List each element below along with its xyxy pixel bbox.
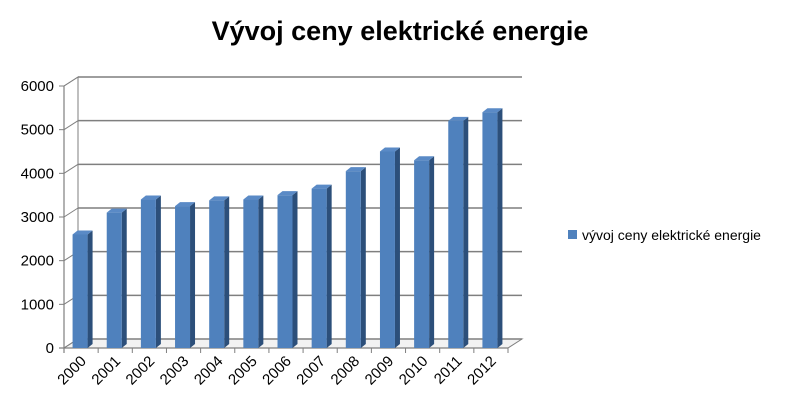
bar-front (345, 171, 361, 348)
legend: vývoj ceny elektrické energie (568, 227, 761, 243)
bar-2001 (106, 208, 127, 348)
bar-top (175, 202, 196, 207)
bar-side (394, 147, 400, 348)
bar-front (72, 234, 88, 348)
bar-side (224, 196, 230, 348)
x-tick-label: 2005 (225, 353, 261, 389)
bar-2010 (414, 156, 435, 348)
bar-side (463, 116, 469, 348)
bar-2005 (243, 195, 264, 348)
bar-front (175, 206, 191, 348)
grid-connector (63, 120, 79, 131)
x-tick-label: 2011 (431, 353, 466, 388)
bar-side (429, 156, 435, 348)
bar-top (482, 108, 503, 113)
bar-2002 (140, 195, 161, 348)
bar-side (258, 195, 264, 348)
bar-top (414, 156, 435, 161)
x-tick-label: 2008 (328, 353, 364, 389)
x-tick-label: 2006 (259, 353, 295, 389)
bar-top (311, 184, 332, 189)
y-tick-label: 6000 (21, 78, 54, 95)
bar-2011 (448, 116, 469, 348)
grid-connector (63, 76, 79, 87)
x-tick-label: 2000 (54, 353, 90, 389)
x-tick-label: 2002 (123, 353, 159, 389)
bar-side (292, 191, 298, 348)
bar-side (87, 230, 93, 348)
bar-2009 (379, 147, 400, 348)
bar-front (209, 200, 225, 348)
bar-top (448, 116, 469, 121)
bar-front (311, 188, 327, 348)
bar-2000 (72, 230, 93, 348)
bars (72, 108, 503, 348)
y-tick-label: 5000 (21, 122, 54, 139)
bar-side (190, 202, 196, 348)
y-tick-label: 4000 (21, 165, 54, 182)
bar-top (209, 196, 230, 201)
bar-side (155, 195, 161, 348)
bar-front (379, 151, 395, 348)
x-tick-label: 2012 (464, 353, 500, 389)
bar-side (326, 184, 332, 348)
bar-top (140, 195, 161, 200)
bar-2006 (277, 191, 298, 348)
bar-side (360, 167, 366, 348)
legend-label: vývoj ceny elektrické energie (582, 227, 761, 243)
y-tick-label: 3000 (21, 209, 54, 226)
x-axis-ticks: 2000200120022003200420052006200720082009… (54, 353, 499, 389)
bar-top (345, 167, 366, 172)
bar-2004 (209, 196, 230, 348)
legend-swatch (568, 230, 577, 239)
bar-front (106, 212, 122, 348)
bar-side (497, 108, 503, 348)
bar-top (277, 191, 298, 196)
y-tick-label: 1000 (21, 296, 54, 313)
x-tick-label: 2001 (88, 353, 124, 389)
grid-connector (63, 207, 79, 218)
x-tick-label: 2004 (191, 353, 227, 389)
chart-title: Vývoj ceny elektrické energie (212, 16, 589, 46)
x-tick-label: 2003 (157, 353, 193, 389)
bar-front (243, 199, 259, 348)
bar-top (106, 208, 127, 213)
bar-top (72, 230, 93, 235)
bar-front (448, 120, 464, 348)
y-tick-label: 0 (46, 340, 54, 357)
bar-2003 (175, 202, 196, 348)
x-tick-label: 2010 (396, 353, 432, 389)
y-axis-ticks: 0 1000 2000 3000 4000 5000 6000 (21, 78, 54, 357)
grid-connector (63, 163, 79, 174)
x-tick-label: 2009 (362, 353, 398, 389)
bar-front (140, 199, 156, 348)
bar-top (243, 195, 264, 200)
bar-front (482, 112, 498, 348)
y-tick-label: 2000 (21, 253, 54, 270)
bar-top (379, 147, 400, 152)
bar-2008 (345, 167, 366, 348)
bar-front (277, 195, 293, 348)
bar-side (121, 208, 127, 348)
x-tick-label: 2007 (293, 353, 329, 389)
bar-2007 (311, 184, 332, 348)
bar-front (414, 160, 430, 348)
bar-2012 (482, 108, 503, 348)
